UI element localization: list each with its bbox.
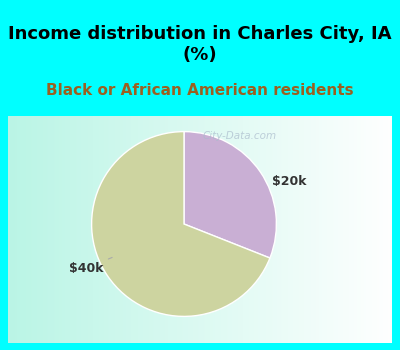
Text: Income distribution in Charles City, IA
(%): Income distribution in Charles City, IA … bbox=[8, 26, 392, 64]
Text: $20k: $20k bbox=[239, 175, 306, 196]
Wedge shape bbox=[184, 132, 276, 258]
Text: Black or African American residents: Black or African American residents bbox=[46, 83, 354, 98]
Text: City-Data.com: City-Data.com bbox=[202, 131, 277, 141]
Text: $40k: $40k bbox=[68, 257, 112, 275]
Wedge shape bbox=[92, 132, 270, 316]
